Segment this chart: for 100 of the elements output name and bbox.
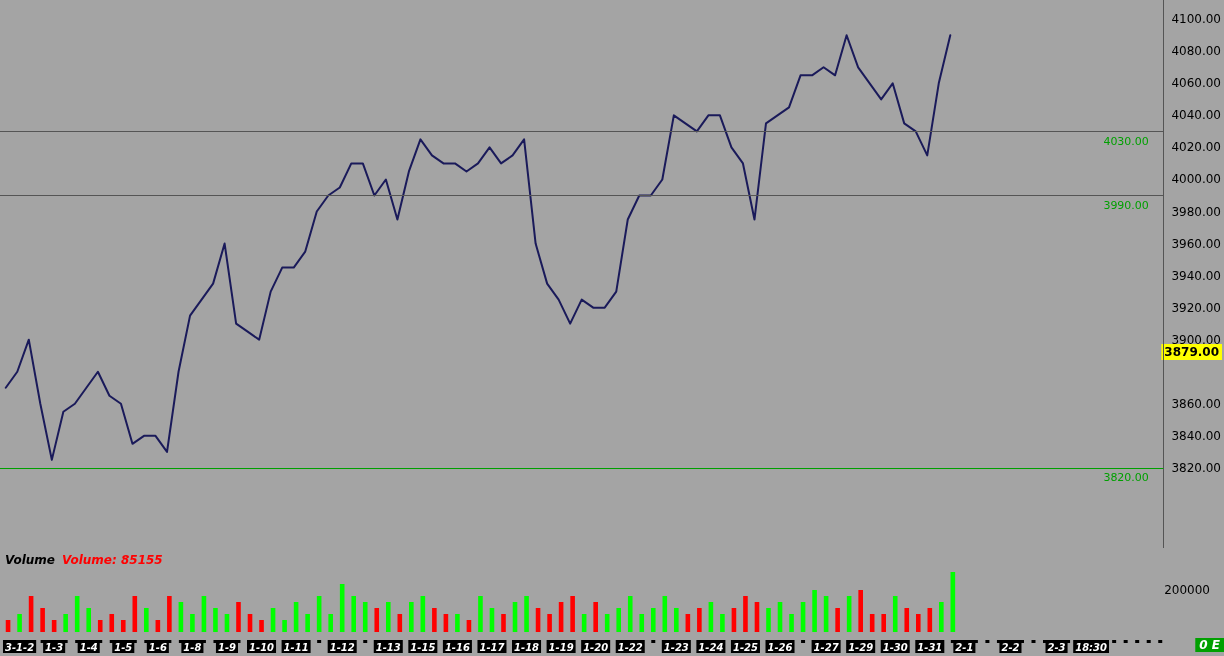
- y-tick-label: 4060.00: [1171, 76, 1221, 91]
- bar: [743, 596, 748, 632]
- y-tick-label: 3960.00: [1171, 236, 1221, 251]
- x-tick-label: 1-30: [882, 641, 908, 653]
- x-tick-label: 1-6: [148, 641, 167, 653]
- ref-line-label: 3990.00: [1103, 198, 1149, 212]
- text: Volume: [5, 553, 55, 567]
- x-tick-label: 1-18: [514, 641, 540, 653]
- ref-line-label: 4030.00: [1103, 134, 1149, 148]
- bar: [766, 608, 771, 632]
- x-tick-label: 1-11: [283, 641, 309, 653]
- bar: [812, 590, 817, 632]
- x-tick-label: 1-26: [767, 641, 793, 653]
- x-tick-label: 1-27: [813, 641, 839, 653]
- bar: [662, 596, 668, 632]
- bar: [144, 608, 149, 632]
- line-series: [4, 34, 952, 461]
- ref-line-label: 3820.00: [1103, 471, 1149, 485]
- bar: [397, 614, 403, 632]
- x-tick-label: 1-9: [217, 641, 237, 653]
- x-tick-label: 1-12: [329, 641, 355, 653]
- y-tick-label: 3820.00: [1171, 460, 1221, 475]
- y-tick-label: 4100.00: [1171, 12, 1221, 27]
- bar: [697, 608, 702, 632]
- text: 3879.00: [1164, 345, 1219, 359]
- bar: [63, 614, 68, 632]
- bar: [858, 590, 863, 632]
- x-tick-label: 1-5: [114, 641, 133, 653]
- bar: [109, 614, 115, 632]
- bar: [835, 608, 840, 632]
- bar: [570, 596, 575, 632]
- bar: [132, 596, 138, 632]
- x-tick-label: 3-1-2: [4, 641, 35, 653]
- x-tick-label: 1-15: [410, 641, 436, 653]
- bar: [927, 608, 933, 632]
- bar: [282, 620, 287, 632]
- text: Volume: 85155: [62, 553, 163, 567]
- bar: [616, 608, 622, 632]
- x-tick-label: 1-31: [917, 641, 943, 653]
- x-tick-label: 1-17: [479, 641, 505, 653]
- y-tick-label: 3940.00: [1171, 268, 1221, 283]
- x-tick-label: 1-16: [444, 641, 470, 653]
- x-tick-label: 1-23: [663, 641, 689, 653]
- y-tick-label: 3840.00: [1171, 428, 1221, 443]
- text: 0 E: [1199, 638, 1221, 652]
- bar: [351, 596, 357, 632]
- bar: [478, 596, 483, 632]
- bar: [939, 602, 944, 632]
- bar: [305, 614, 310, 632]
- bar: [915, 614, 921, 632]
- x-tick-label: 1-13: [375, 641, 401, 653]
- bar: [432, 608, 437, 632]
- bar: [524, 596, 529, 632]
- x-tick-label: 1-20: [583, 641, 609, 653]
- bar: [674, 608, 679, 632]
- x-tick-label: 2-3: [1047, 641, 1066, 653]
- bar: [328, 614, 333, 632]
- bar: [501, 614, 506, 632]
- x-tick-label: 1-24: [698, 641, 724, 653]
- y-tick-label: 4020.00: [1171, 140, 1221, 155]
- y-tick-label: 3860.00: [1171, 396, 1221, 411]
- bar: [259, 620, 264, 632]
- annotation: 200000: [1164, 583, 1210, 597]
- bar: [547, 614, 552, 632]
- x-tick-label: 1-4: [79, 641, 98, 653]
- y-tick-label: 3980.00: [1171, 204, 1221, 219]
- x-tick-label: 1-25: [732, 641, 758, 653]
- bar: [881, 614, 887, 632]
- x-tick-label: 18:30: [1075, 641, 1108, 653]
- x-tick-label: 2-1: [955, 641, 974, 653]
- bar: [17, 614, 22, 632]
- bar: [892, 596, 898, 632]
- y-tick-label: 4000.00: [1171, 172, 1221, 187]
- x-tick-label: 1-3: [45, 641, 64, 653]
- bar: [97, 620, 103, 632]
- bar: [167, 596, 172, 632]
- bar: [720, 614, 725, 632]
- bar: [236, 602, 241, 632]
- bar: [789, 614, 794, 632]
- bar: [639, 614, 645, 632]
- bar: [593, 602, 598, 632]
- y-tick-label: 3900.00: [1171, 332, 1221, 347]
- bar: [385, 602, 391, 632]
- x-tick-label: 1-22: [617, 641, 643, 653]
- bar: [190, 614, 195, 632]
- bar: [120, 620, 126, 632]
- bar: [40, 608, 45, 632]
- x-tick-label: 2-2: [1001, 641, 1020, 653]
- bar: [86, 608, 92, 632]
- bar: [409, 602, 414, 632]
- bar: [904, 608, 910, 632]
- x-tick-label: 1-19: [548, 641, 574, 653]
- x-tick-label: 1-8: [183, 641, 202, 653]
- y-tick-label: 4040.00: [1171, 108, 1221, 123]
- bar: [362, 602, 368, 632]
- y-tick-label: 4080.00: [1171, 44, 1221, 59]
- x-tick-label: 1-29: [848, 641, 874, 653]
- y-tick-label: 3920.00: [1171, 300, 1221, 315]
- bar: [213, 608, 218, 632]
- bar: [650, 608, 656, 632]
